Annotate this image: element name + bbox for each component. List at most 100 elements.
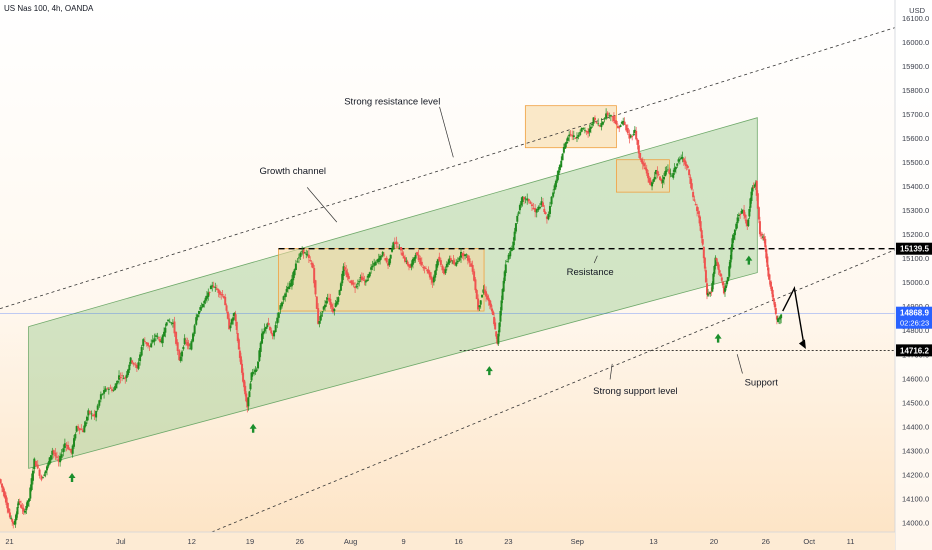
candle-body [488,300,491,306]
time-tick: 26 [296,537,304,546]
candle-body [309,260,312,261]
candle-body [752,186,755,188]
candle-body [393,242,396,244]
candle-body [395,241,398,245]
candle-body [502,280,505,292]
candle-body [306,254,309,256]
candle-body [90,413,93,415]
price-tick: 15500.0 [902,158,929,167]
candle-body [337,297,340,302]
time-axis: 21 Jul 12 19 26 Aug 9 16 23 Sep 13 20 26 Oct 11 [0,531,895,550]
price-tick: 15900.0 [902,62,929,71]
candle-body [135,364,138,369]
candle-body [572,135,575,138]
candle-body [685,164,688,167]
candle-body [71,445,74,454]
candle-body [320,315,323,317]
candle-body [631,135,634,137]
candle-body [720,277,723,281]
candle-body [107,388,110,390]
candle-body [310,262,313,265]
candle-body [330,304,333,308]
candle-body [125,374,128,378]
candle-body [561,153,564,161]
candle-body [560,160,563,168]
candle-body [438,256,441,262]
candle-body [529,201,532,204]
candle-body [139,354,142,362]
candle-body [401,252,404,256]
candle-body [696,206,699,212]
candle-body [427,269,430,274]
candle-body [325,301,328,304]
annotation-pointer [593,255,598,264]
candle-body [771,289,774,298]
candle-body [514,223,517,232]
candle-body [331,307,334,313]
candle-body [474,279,477,291]
candle-body [220,294,223,296]
candle-body [718,270,721,273]
candle-body [754,182,757,186]
time-tick: 9 [401,537,405,546]
candle-body [370,267,373,270]
candle-body [629,135,632,138]
candle-body [254,369,257,372]
candle-body [537,206,540,211]
price-tick: 14200.0 [902,470,929,479]
support-arrows [68,255,753,482]
candle-body [68,448,71,451]
candle-body [520,201,523,206]
candle-body [274,325,277,333]
candle-body [383,254,386,256]
candle-body [641,161,644,165]
candle-body [163,331,166,337]
candle-body [571,134,574,137]
candle-body [26,500,29,507]
candle-body [557,170,560,176]
projection-arrowhead [798,339,806,349]
candle-body [192,333,195,342]
annotation-label: Strong support level [593,386,678,397]
candle-body [241,363,244,373]
candle-body [595,122,598,124]
candle-body [134,364,137,366]
candle-body [396,246,399,248]
candle-body [478,305,481,308]
countdown-label: 02:26:23 [900,319,929,328]
candle-body [662,176,665,180]
annotation-pointer [609,363,613,380]
candle-body [628,133,631,139]
candle-body [333,309,336,312]
candle-body [379,255,382,261]
candle-body [91,415,94,417]
candle-body [483,289,486,293]
candle-body [225,305,228,311]
candle-body [509,251,512,257]
candle-body [428,272,431,278]
candle-body [42,477,45,479]
candle-body [517,212,520,214]
candle-body [31,470,34,481]
candle-body [417,254,420,260]
candle-body [477,298,480,310]
annotations: Strong resistance level Growth channel Res… [259,96,778,396]
candle-body [248,391,251,398]
price-tick: 15400.0 [902,182,929,191]
candle-body [314,280,317,295]
candle-body [318,321,321,324]
candle-body [307,254,310,258]
candle-body [739,214,742,216]
candle-body [270,330,273,334]
candle-body [170,322,173,324]
candle-body [755,180,758,196]
candle-body [633,129,636,133]
candle-body [211,285,214,287]
candle-body [468,258,471,263]
candle-body [547,213,550,220]
candle-body [702,246,705,259]
candle-body [439,260,442,265]
candle-body [142,339,145,347]
candle-body [199,307,202,310]
